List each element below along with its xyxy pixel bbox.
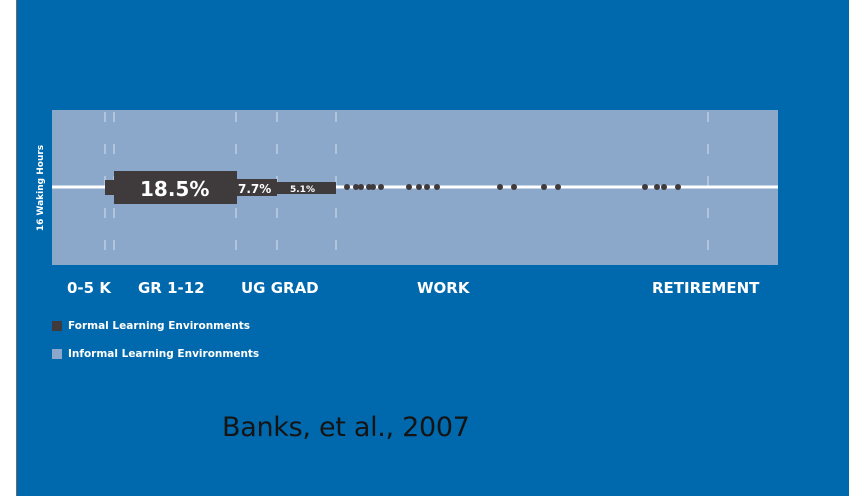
segment-label-ug: 7.7% — [238, 182, 271, 196]
segment-label-grad: 5.1% — [290, 185, 315, 195]
stage-label-work: WORK — [417, 279, 471, 297]
citation: Banks, et al., 2007 — [222, 412, 470, 443]
formal-block-0-5k — [105, 180, 115, 195]
segment-label-gr1-12: 18.5% — [140, 177, 209, 201]
stage-labels: 0-5 K GR 1-12 UG GRAD WORK RETIREMENT — [67, 279, 760, 297]
legend: Formal Learning Environments Informal Le… — [52, 319, 259, 375]
dot — [353, 184, 359, 190]
dot — [344, 184, 350, 190]
legend-item-formal: Formal Learning Environments — [52, 319, 259, 333]
dot — [654, 184, 660, 190]
stage-label-ug-grad: UG GRAD — [241, 279, 319, 297]
dot — [541, 184, 547, 190]
dot — [406, 184, 412, 190]
dot — [555, 184, 561, 190]
dot — [416, 184, 422, 190]
legend-item-informal: Informal Learning Environments — [52, 347, 259, 361]
stage-label-gr1-12: GR 1-12 — [138, 279, 205, 297]
dot — [511, 184, 517, 190]
legend-swatch-formal — [52, 321, 62, 331]
dot — [675, 184, 681, 190]
dot — [497, 184, 503, 190]
y-axis-label: 16 Waking Hours — [36, 145, 46, 231]
dot — [424, 184, 430, 190]
formal-block-grad — [277, 182, 336, 194]
informal-dots — [344, 184, 681, 190]
stage-label-retirement: RETIREMENT — [652, 279, 760, 297]
dot — [661, 184, 667, 190]
dot — [370, 184, 376, 190]
formal-block-gr1-12 — [114, 171, 237, 204]
dot — [434, 184, 440, 190]
legend-label-informal: Informal Learning Environments — [68, 348, 260, 360]
dot — [642, 184, 648, 190]
stage-label-0-5k: 0-5 K — [67, 279, 112, 297]
legend-swatch-informal — [52, 349, 62, 359]
dot — [358, 184, 364, 190]
legend-label-formal: Formal Learning Environments — [68, 320, 250, 332]
formal-block-ug — [236, 179, 277, 196]
dot — [378, 184, 384, 190]
page-edge-rule — [16, 0, 17, 496]
